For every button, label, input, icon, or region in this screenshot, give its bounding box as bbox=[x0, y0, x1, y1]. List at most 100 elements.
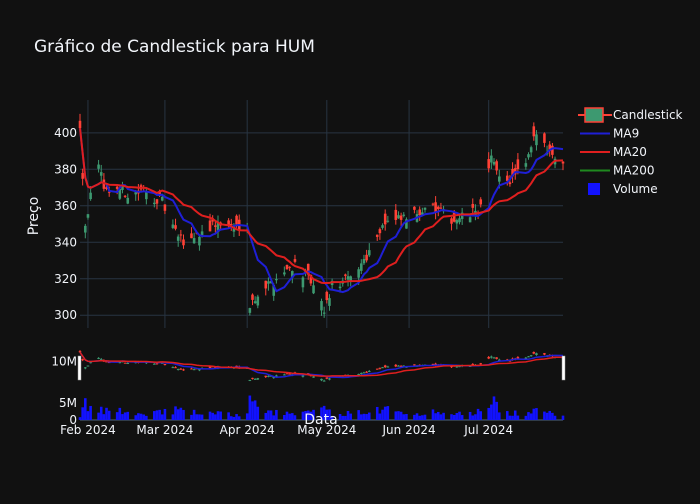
candle-body bbox=[402, 214, 406, 216]
candle bbox=[99, 164, 103, 183]
candle-body bbox=[309, 274, 313, 284]
candle bbox=[378, 227, 382, 240]
volume-bar bbox=[527, 412, 530, 420]
volume-bar bbox=[211, 412, 214, 420]
candle-body bbox=[283, 272, 286, 275]
candle-body bbox=[160, 196, 164, 201]
candle-body bbox=[458, 218, 461, 223]
candle-body bbox=[78, 120, 82, 129]
candle-body bbox=[397, 215, 400, 219]
candle-body bbox=[492, 162, 496, 165]
volume-bar bbox=[232, 416, 236, 420]
candle bbox=[474, 204, 477, 221]
candle bbox=[229, 218, 233, 231]
volume-bar bbox=[511, 415, 514, 420]
candle bbox=[330, 278, 334, 290]
volume-bar bbox=[293, 415, 297, 420]
candle bbox=[458, 214, 461, 225]
navigator-candle-body bbox=[283, 374, 286, 376]
volume-bar bbox=[529, 413, 533, 420]
navigator-candle-body bbox=[397, 365, 400, 367]
candle-body bbox=[524, 163, 528, 167]
volume-bar bbox=[381, 409, 384, 420]
candle bbox=[527, 152, 530, 160]
navigator-tick-label: 10M bbox=[51, 354, 77, 368]
candle-body bbox=[312, 285, 315, 294]
candle bbox=[511, 162, 514, 184]
navigator-candle-body bbox=[322, 380, 326, 382]
candle-body bbox=[208, 220, 212, 232]
volume-bar bbox=[367, 412, 371, 420]
navigator-candle-body bbox=[516, 357, 520, 359]
candle-body bbox=[508, 182, 512, 185]
navigator-candle-body bbox=[190, 368, 193, 370]
candle-body bbox=[365, 254, 368, 261]
x-tick-label: Feb 2024 bbox=[60, 423, 116, 437]
navigator-candle-body bbox=[264, 375, 268, 377]
navigator-candle-body bbox=[381, 367, 384, 369]
candle bbox=[328, 294, 331, 311]
volume-bar bbox=[346, 410, 350, 420]
navigator-candle-body bbox=[171, 367, 175, 369]
volume-bar bbox=[190, 414, 193, 420]
navigator-candle-body bbox=[320, 378, 323, 381]
volume-bar bbox=[495, 401, 498, 420]
candle-body bbox=[200, 231, 204, 236]
volume-bar bbox=[532, 408, 536, 420]
range-slider[interactable] bbox=[77, 350, 566, 382]
volume-bar bbox=[291, 413, 294, 420]
candle bbox=[248, 307, 252, 316]
volume-bar bbox=[490, 404, 493, 420]
volume-bar bbox=[402, 414, 406, 420]
candle-body bbox=[479, 199, 483, 205]
navigator-candle-body bbox=[508, 360, 512, 362]
volume-bar bbox=[139, 413, 143, 420]
candle bbox=[214, 220, 217, 233]
legend-square-swatch bbox=[588, 183, 600, 195]
navigator-candle-body bbox=[123, 362, 127, 364]
legend-item[interactable]: MA20 bbox=[580, 145, 647, 159]
volume-bar bbox=[513, 410, 517, 420]
volume-bar bbox=[471, 415, 475, 420]
navigator-candle-body bbox=[543, 353, 546, 355]
legend-label: MA9 bbox=[613, 127, 639, 141]
candle-body bbox=[505, 175, 509, 181]
navigator-candle-body bbox=[179, 368, 183, 370]
candle bbox=[548, 141, 552, 157]
volume-bar bbox=[89, 405, 92, 420]
candle bbox=[375, 234, 379, 241]
candle bbox=[145, 187, 148, 205]
range-handle-left[interactable] bbox=[77, 355, 82, 381]
legend-item[interactable]: Volume bbox=[588, 182, 658, 196]
candle bbox=[267, 277, 270, 291]
candle-body bbox=[115, 186, 119, 189]
chart-title: Gráfico de Candlestick para HUM bbox=[34, 37, 315, 57]
navigator-candle-body bbox=[105, 361, 108, 363]
volume-bar bbox=[378, 413, 382, 420]
volume-bar bbox=[283, 414, 286, 420]
ma20-line bbox=[79, 127, 564, 284]
volume-bar bbox=[264, 412, 268, 420]
legend[interactable]: Candlestick MA9 MA20 MA200 Volume bbox=[578, 107, 683, 196]
volume-bar bbox=[155, 410, 159, 420]
range-handle-right[interactable] bbox=[561, 355, 566, 381]
y-axis-label: Preço bbox=[26, 197, 42, 236]
candle bbox=[439, 202, 443, 210]
candle bbox=[264, 280, 268, 296]
legend-item[interactable]: MA9 bbox=[580, 127, 639, 141]
candle-body bbox=[452, 211, 456, 222]
candle-body bbox=[511, 168, 514, 177]
candle-body bbox=[171, 224, 175, 228]
legend-item[interactable]: Candlestick bbox=[578, 107, 683, 123]
candle bbox=[402, 212, 406, 218]
candle-body bbox=[434, 202, 437, 213]
candle-body bbox=[362, 259, 366, 264]
candle bbox=[365, 249, 368, 263]
y-tick-label: 340 bbox=[54, 235, 77, 249]
candle bbox=[383, 209, 387, 231]
navigator-candle-body bbox=[360, 373, 363, 375]
candle-body bbox=[487, 159, 490, 169]
candle-body bbox=[174, 225, 177, 229]
candle-body bbox=[378, 229, 382, 234]
legend-item[interactable]: MA200 bbox=[580, 164, 654, 178]
